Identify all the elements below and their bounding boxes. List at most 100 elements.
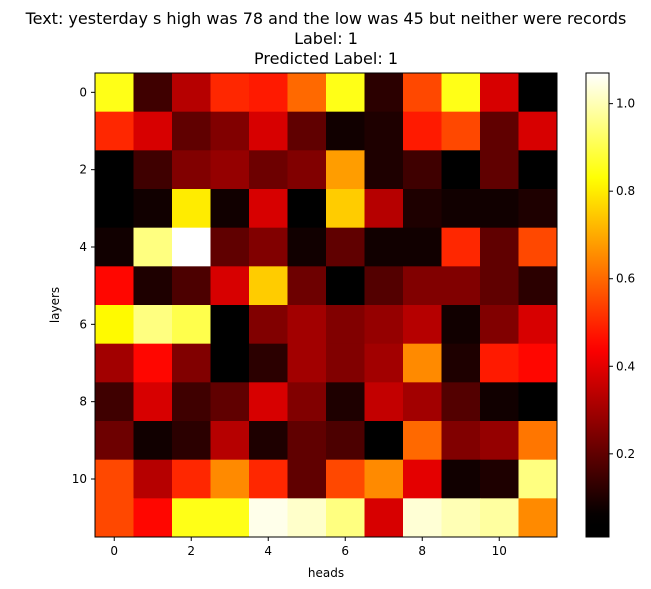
heatmap-grid: [94, 72, 558, 538]
heatmap-cell: [249, 73, 288, 113]
heatmap-cell: [403, 459, 442, 499]
heatmap-cell: [172, 189, 211, 229]
heatmap-cell: [441, 382, 481, 422]
heatmap-cell: [441, 227, 481, 267]
y-tick-label: 6: [79, 317, 87, 331]
heatmap-cell: [249, 111, 288, 151]
colorbar-gradient: [585, 72, 610, 538]
heatmap-cell: [441, 498, 481, 538]
y-tick-label: 10: [72, 472, 87, 486]
heatmap-cell: [210, 111, 250, 151]
heatmap-cell: [249, 150, 288, 190]
heatmap-cell: [518, 459, 558, 499]
heatmap-cell: [326, 189, 365, 229]
heatmap-cell: [518, 111, 558, 151]
heatmap-cell: [249, 382, 288, 422]
title-line: Predicted Label: 1: [254, 49, 398, 68]
heatmap-cell: [480, 227, 519, 267]
y-axis-label: layers: [48, 287, 62, 323]
plot-frame: [94, 72, 558, 538]
colorbar-tick-label: 0.8: [616, 184, 635, 198]
heatmap-cell: [441, 111, 481, 151]
heatmap-cell: [287, 305, 327, 345]
heatmap-cell: [441, 150, 481, 190]
heatmap-cell: [210, 421, 250, 461]
heatmap-cell: [403, 498, 442, 538]
heatmap-cell: [518, 305, 558, 345]
heatmap-cell: [210, 227, 250, 267]
heatmap-cell: [326, 111, 365, 151]
heatmap-cell: [172, 73, 211, 113]
heatmap-cell: [518, 189, 558, 229]
heatmap-cell: [480, 421, 519, 461]
heatmap-cell: [133, 189, 173, 229]
heatmap-cell: [287, 459, 327, 499]
heatmap-cell: [326, 305, 365, 345]
heatmap-cell: [133, 227, 173, 267]
heatmap-cell: [95, 111, 134, 151]
heatmap-cell: [133, 498, 173, 538]
heatmap-cell: [403, 266, 442, 306]
heatmap-cell: [172, 111, 211, 151]
heatmap-cell: [441, 266, 481, 306]
heatmap-cell: [210, 189, 250, 229]
heatmap-cell: [364, 227, 404, 267]
heatmap-cell: [326, 227, 365, 267]
heatmap-cell: [480, 382, 519, 422]
heatmap-cell: [326, 382, 365, 422]
heatmap-cell: [133, 305, 173, 345]
heatmap-cell: [95, 189, 134, 229]
x-axis: 0 2 4 6 8 10: [110, 537, 507, 558]
heatmap-cell: [133, 266, 173, 306]
chart-title: Text: yesterday s high was 78 and the lo…: [25, 9, 627, 68]
heatmap-cell: [480, 343, 519, 383]
heatmap-cell: [480, 498, 519, 538]
heatmap-cell: [441, 421, 481, 461]
heatmap-cell: [480, 111, 519, 151]
heatmap-cell: [133, 73, 173, 113]
heatmap-cell: [95, 150, 134, 190]
heatmap-cell: [403, 189, 442, 229]
x-axis-label: heads: [308, 566, 344, 580]
x-tick-label: 2: [187, 544, 195, 558]
heatmap-cell: [95, 227, 134, 267]
heatmap-cell: [518, 73, 558, 113]
x-tick-label: 10: [492, 544, 507, 558]
heatmap-cell: [518, 150, 558, 190]
heatmap-cell: [172, 305, 211, 345]
heatmap-cell: [133, 421, 173, 461]
heatmap-cell: [172, 343, 211, 383]
heatmap-cell: [287, 498, 327, 538]
heatmap-cell: [210, 498, 250, 538]
heatmap-cell: [210, 382, 250, 422]
heatmap-cell: [287, 343, 327, 383]
heatmap-cell: [95, 343, 134, 383]
colorbar: 0.2 0.4 0.6 0.8 1.0: [585, 72, 635, 538]
heatmap-cell: [518, 421, 558, 461]
heatmap-cell: [326, 150, 365, 190]
heatmap-cell: [403, 227, 442, 267]
y-tick-label: 8: [79, 395, 87, 409]
heatmap-cell: [480, 459, 519, 499]
heatmap-cell: [518, 498, 558, 538]
heatmap-cell: [480, 305, 519, 345]
heatmap-cell: [172, 498, 211, 538]
heatmap-cell: [249, 305, 288, 345]
heatmap-cell: [326, 421, 365, 461]
heatmap-cell: [249, 266, 288, 306]
heatmap-cell: [403, 73, 442, 113]
heatmap-cell: [326, 73, 365, 113]
heatmap-cell: [210, 73, 250, 113]
heatmap-cell: [95, 266, 134, 306]
heatmap-cell: [95, 498, 134, 538]
heatmap-cell: [172, 266, 211, 306]
heatmap-cell: [210, 150, 250, 190]
heatmap-cell: [133, 150, 173, 190]
heatmap-cell: [403, 111, 442, 151]
heatmap-cell: [172, 150, 211, 190]
colorbar-tick-label: 1.0: [616, 97, 635, 111]
heatmap-cell: [518, 382, 558, 422]
heatmap-cell: [364, 189, 404, 229]
heatmap-cell: [133, 111, 173, 151]
